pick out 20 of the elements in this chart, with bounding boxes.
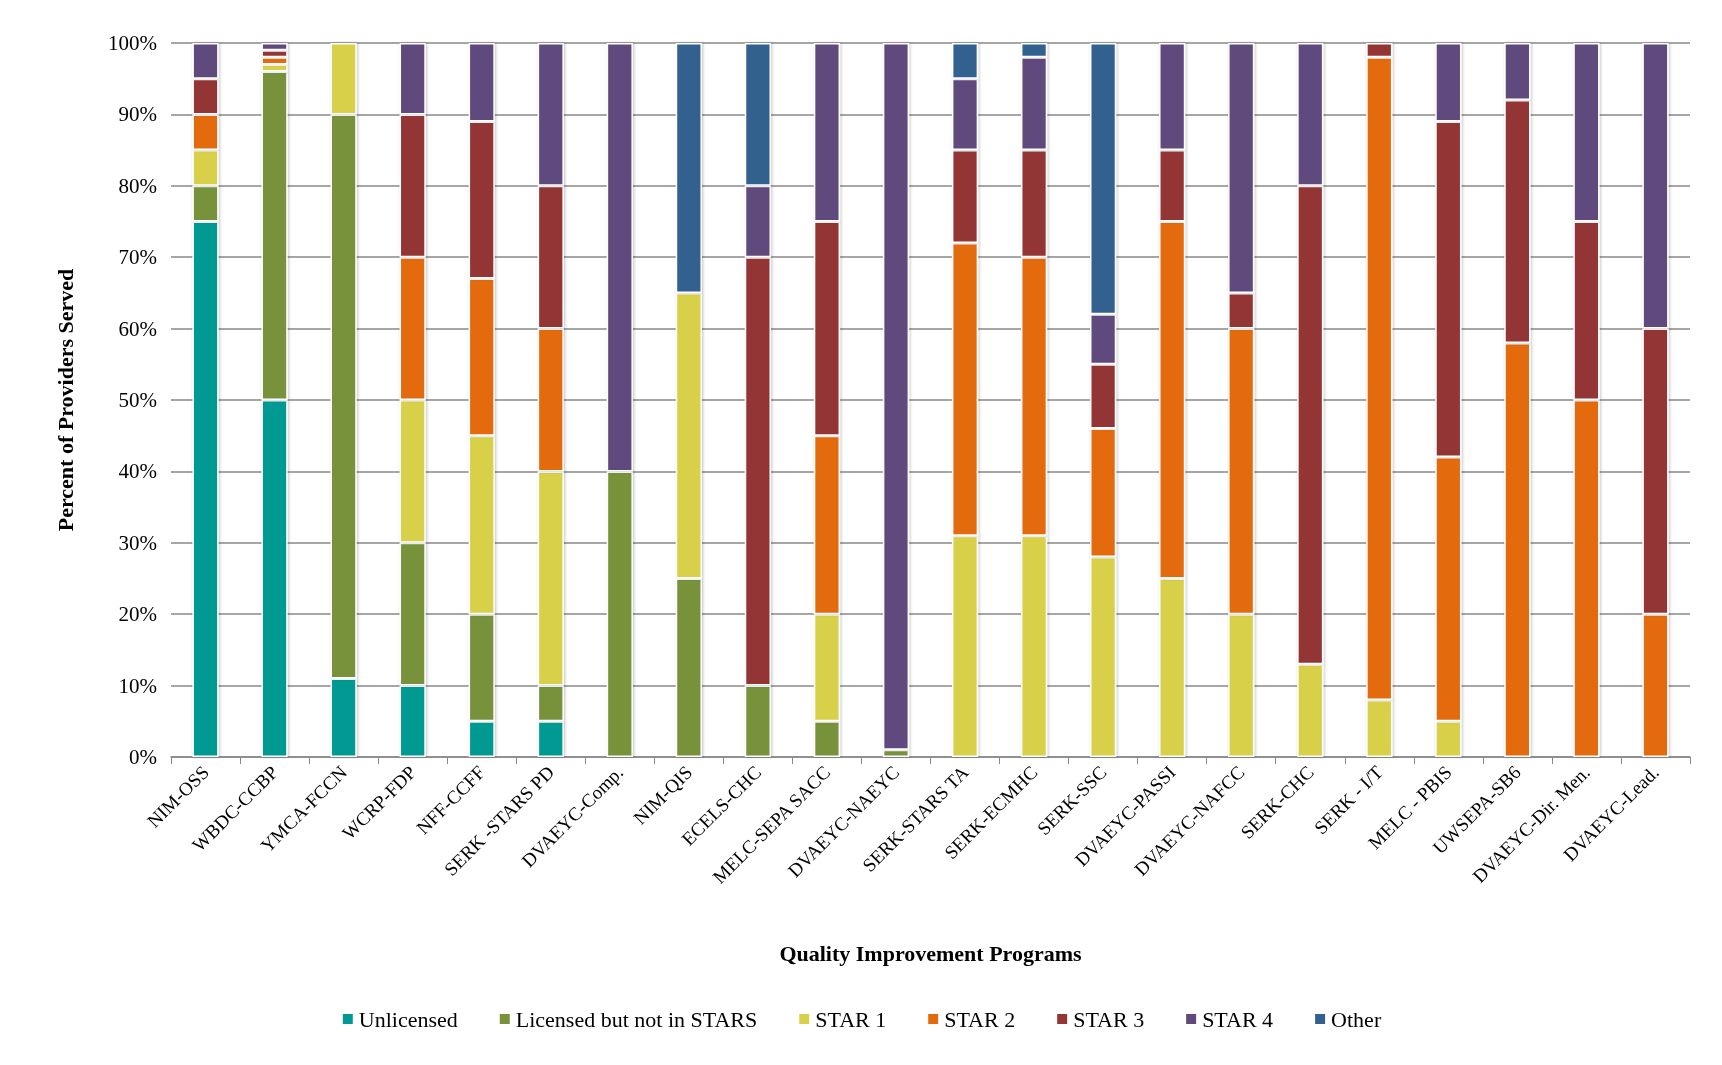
legend-label: Unlicensed xyxy=(358,1006,458,1032)
y-tick-label: 90% xyxy=(118,102,157,127)
y-tick-label: 50% xyxy=(118,388,157,412)
y-tick-label: 100% xyxy=(108,31,157,55)
y-tick-label: 10% xyxy=(118,673,157,698)
y-tick-label: 20% xyxy=(118,602,157,627)
y-tick-label: 80% xyxy=(118,173,157,198)
y-tick-label: 70% xyxy=(118,245,157,270)
y-tick-label: 0% xyxy=(129,745,157,769)
legend-label: Licensed but not in STARS xyxy=(515,1006,758,1032)
y-tick-label: 40% xyxy=(118,459,157,484)
y-tick-label: 30% xyxy=(118,530,157,555)
legend-label: Other xyxy=(1331,1006,1382,1032)
y-axis-title: Percent of Providers Served xyxy=(52,268,78,532)
legend-label: STAR 1 xyxy=(815,1006,887,1032)
y-tick-label: 60% xyxy=(118,316,157,341)
x-axis-title: Quality Improvement Programs xyxy=(779,940,1083,966)
legend-label: STAR 3 xyxy=(1073,1006,1145,1032)
legend-label: STAR 4 xyxy=(1202,1006,1274,1032)
legend-label: STAR 2 xyxy=(944,1006,1016,1032)
